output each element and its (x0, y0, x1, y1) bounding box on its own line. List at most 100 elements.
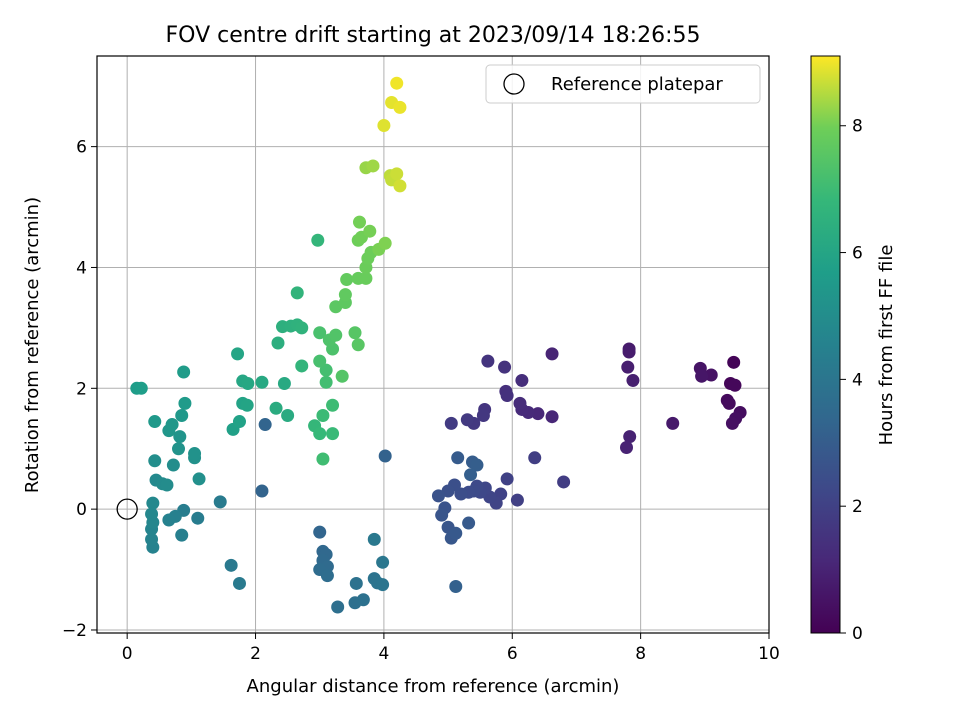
data-point (545, 410, 559, 424)
data-point (311, 233, 325, 247)
data-point (451, 451, 465, 465)
data-point (178, 396, 192, 410)
data-point (349, 576, 363, 590)
data-point (316, 408, 330, 422)
data-point (269, 401, 283, 415)
data-point (134, 381, 148, 395)
data-point (626, 373, 640, 387)
colorbar-tick-label: 4 (852, 370, 863, 390)
data-point (513, 396, 527, 410)
data-point (622, 345, 636, 359)
y-axis-label: Rotation from reference (arcmin) (22, 197, 43, 493)
data-point (172, 442, 186, 456)
colorbar-tick-label: 0 (852, 624, 863, 644)
data-point (241, 376, 255, 390)
colorbar-tick-label: 6 (852, 244, 863, 264)
data-point (695, 369, 709, 383)
data-point (162, 513, 176, 527)
data-point (470, 458, 484, 472)
data-point (240, 398, 254, 412)
data-point (727, 355, 741, 369)
data-point (290, 286, 304, 300)
data-point (431, 489, 445, 503)
data-point (313, 354, 327, 368)
data-point (728, 378, 742, 392)
data-point (213, 495, 227, 509)
x-tick-label: 0 (122, 644, 133, 664)
reference-point-marker (116, 498, 138, 520)
x-tick-label: 6 (507, 644, 518, 664)
data-point (175, 408, 189, 422)
x-tick-label: 4 (378, 644, 389, 664)
data-point (444, 416, 458, 430)
data-point (173, 430, 187, 444)
x-axis-ticks: 0 2 4 6 8 10 (122, 633, 780, 664)
data-point (722, 396, 736, 410)
data-point (449, 526, 463, 540)
data-point (313, 326, 327, 340)
data-point (376, 578, 390, 592)
data-point (160, 478, 174, 492)
data-point (348, 326, 362, 340)
x-tick-label: 10 (758, 644, 780, 664)
y-tick-label: 4 (76, 258, 87, 278)
data-point (331, 600, 345, 614)
y-tick-label: 0 (76, 500, 87, 520)
grid-lines (97, 56, 770, 633)
data-point (224, 558, 238, 572)
data-point (377, 118, 391, 132)
colorbar-ticks: 0 2 4 6 8 (840, 117, 863, 644)
data-point (313, 525, 327, 539)
data-point (295, 321, 309, 335)
data-point (320, 569, 334, 583)
data-point (329, 328, 343, 342)
data-point (313, 427, 327, 441)
data-point (531, 407, 545, 421)
data-point (725, 416, 739, 430)
data-point (393, 179, 407, 193)
data-point (277, 376, 291, 390)
data-point (462, 516, 476, 530)
data-point (356, 593, 370, 607)
y-tick-label: 2 (76, 379, 87, 399)
data-point (363, 224, 377, 238)
data-point (326, 427, 340, 441)
data-point (464, 468, 478, 482)
data-point (255, 484, 269, 498)
data-point (481, 354, 495, 368)
data-point (335, 369, 349, 383)
legend: Reference platepar (485, 64, 761, 104)
colorbar-label: Hours from first FF file (876, 245, 897, 446)
x-tick-label: 8 (635, 644, 646, 664)
data-point (175, 528, 189, 542)
data-point (367, 532, 381, 546)
data-point (145, 532, 159, 546)
data-point (704, 368, 718, 382)
legend-box (485, 64, 761, 104)
data-point (191, 511, 205, 525)
data-point (353, 215, 367, 229)
x-tick-label: 2 (250, 644, 261, 664)
data-point (454, 487, 468, 501)
data-point (449, 579, 463, 593)
data-point (258, 418, 272, 432)
data-point (192, 472, 206, 486)
x-axis-label: Angular distance from reference (arcmin) (247, 676, 620, 697)
data-point (319, 375, 333, 389)
data-point (620, 441, 634, 455)
data-point (326, 398, 340, 412)
data-point (510, 493, 524, 507)
legend-marker-icon (503, 73, 525, 95)
data-point (621, 360, 635, 374)
data-point (148, 415, 162, 429)
data-point (528, 451, 542, 465)
data-point (476, 408, 490, 422)
data-point (188, 447, 202, 461)
data-points (130, 76, 747, 614)
axes-frame (96, 55, 770, 634)
data-point (376, 555, 390, 569)
data-point (378, 236, 392, 250)
legend-entry-label: Reference platepar (551, 74, 723, 95)
data-point (366, 159, 380, 173)
data-point (231, 347, 245, 361)
